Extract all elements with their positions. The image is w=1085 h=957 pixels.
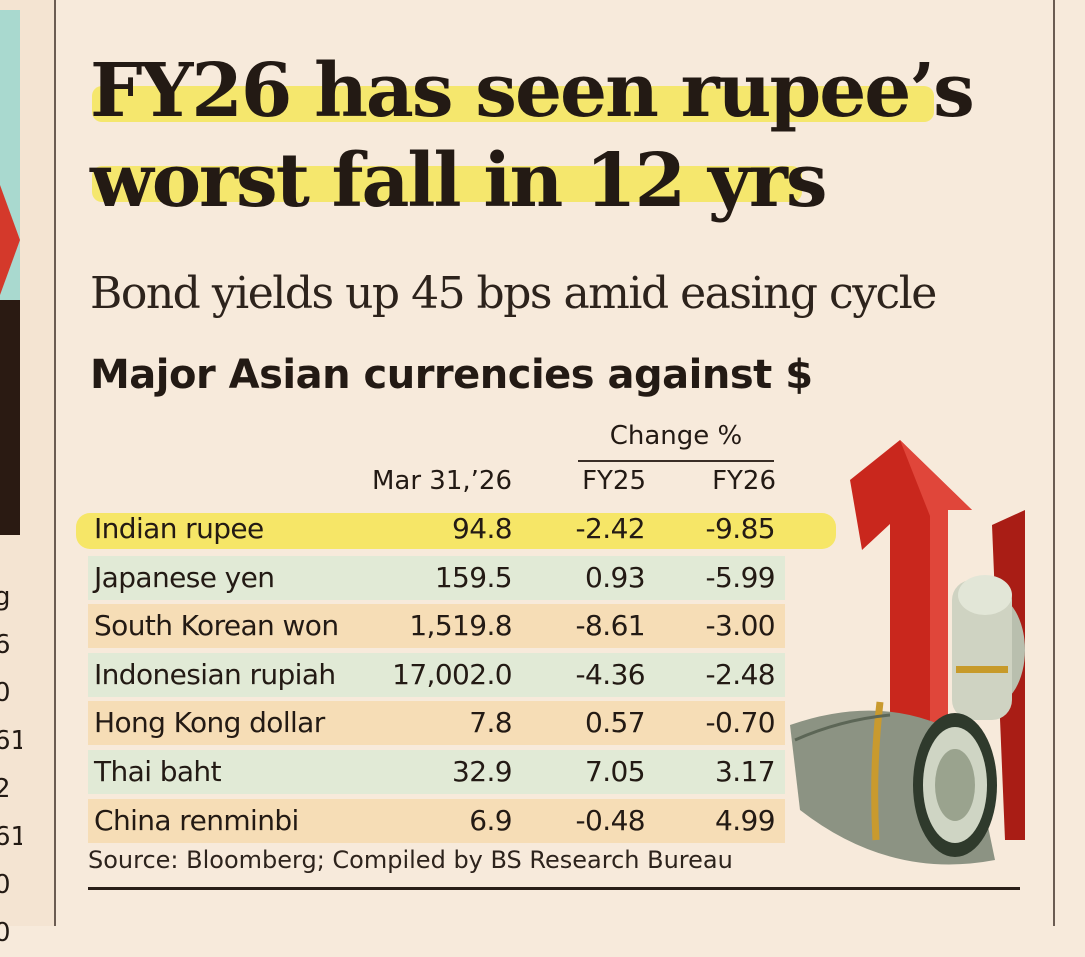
value-fy26: -9.85 (705, 512, 776, 545)
value-fy25: 0.93 (585, 561, 646, 594)
value-mar31: 7.8 (469, 706, 512, 739)
subtitle: Bond yields up 45 bps amid easing cycle (90, 268, 937, 319)
edge-value: 2 (0, 774, 11, 804)
column-header-fy25: FY25 (582, 466, 646, 496)
currency-name: Indonesian rupiah (94, 658, 336, 691)
currency-name: China renminbi (94, 804, 299, 837)
table-row: Japanese yen 159.5 0.93 -5.99 (88, 556, 785, 600)
indian-rupee-highlight (76, 513, 836, 549)
group-header-change: Change % (609, 421, 743, 451)
edge-value: 0 (0, 870, 11, 900)
value-fy25: 0.57 (585, 706, 646, 739)
value-mar31: 159.5 (434, 561, 513, 594)
value-fy26: 4.99 (715, 804, 776, 837)
previous-article-graphic (0, 10, 20, 535)
dark-panel-fragment (0, 300, 20, 535)
headline: FY26 has seen rupee’s worst fall in 12 y… (90, 46, 990, 226)
source-note: Source: Bloomberg; Compiled by BS Resear… (88, 846, 733, 874)
value-mar31: 6.9 (469, 804, 512, 837)
value-fy26: -5.99 (705, 561, 776, 594)
table-row: Indian rupee 94.8 -2.42 -9.85 (88, 507, 785, 551)
edge-value: 61 (0, 822, 22, 852)
value-mar31: 1,519.8 (409, 609, 512, 642)
table-row: China renminbi 6.9 -0.48 4.99 (88, 799, 785, 843)
value-fy26: -0.70 (705, 706, 776, 739)
money-roll-red-arrow-icon (780, 440, 1025, 870)
value-fy26: 3.17 (715, 755, 776, 788)
table-row: Indonesian rupiah 17,002.0 -4.36 -2.48 (88, 653, 785, 697)
currency-name: Japanese yen (94, 561, 275, 594)
value-fy25: -0.48 (575, 804, 646, 837)
edge-value: g (0, 582, 11, 612)
headline-line-2: worst fall in 12 yrs (90, 138, 827, 224)
clipped-edge-values: g 6 0 61 2 61 0 0 (0, 573, 22, 957)
table-row: South Korean won 1,519.8 -8.61 -3.00 (88, 604, 785, 648)
group-header-rule (578, 460, 774, 462)
edge-value: 0 (0, 678, 11, 708)
red-arrow-fragment-icon (0, 185, 20, 295)
table-row: Thai baht 32.9 7.05 3.17 (88, 750, 785, 794)
edge-value: 6 (0, 630, 11, 660)
column-divider-left (54, 0, 56, 926)
edge-value: 0 (0, 918, 11, 948)
currency-name: Hong Kong dollar (94, 706, 325, 739)
currency-name: Thai baht (94, 755, 222, 788)
value-fy26: -3.00 (705, 609, 776, 642)
value-mar31: 17,002.0 (392, 658, 512, 691)
value-fy25: -2.42 (575, 512, 646, 545)
column-header-mar31: Mar 31,’26 (371, 466, 512, 496)
value-mar31: 94.8 (452, 512, 513, 545)
currency-name: Indian rupee (94, 512, 264, 545)
value-fy25: 7.05 (585, 755, 646, 788)
bottom-rule (88, 887, 1020, 890)
headline-line-1: FY26 has seen rupee’s (90, 48, 975, 134)
column-header-fy26: FY26 (712, 466, 776, 496)
table-row: Hong Kong dollar 7.8 0.57 -0.70 (88, 701, 785, 745)
value-fy25: -4.36 (575, 658, 646, 691)
edge-value: 61 (0, 726, 22, 756)
value-mar31: 32.9 (452, 755, 513, 788)
value-fy26: -2.48 (705, 658, 776, 691)
column-divider-right (1053, 0, 1055, 926)
currency-name: South Korean won (94, 609, 339, 642)
table-title: Major Asian currencies against $ (90, 352, 813, 398)
value-fy25: -8.61 (575, 609, 646, 642)
previous-article-strip: g 6 0 61 2 61 0 0 (0, 0, 56, 948)
